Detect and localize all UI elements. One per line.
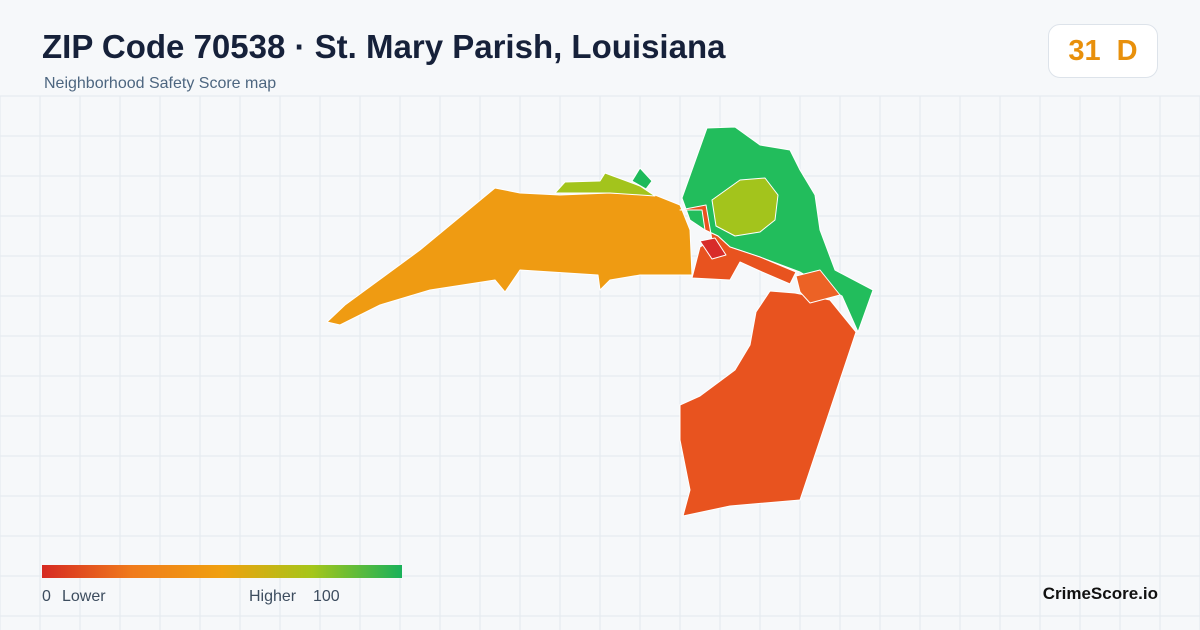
brand: CrimeScore.io (1042, 584, 1158, 603)
score-value: 31 (1068, 34, 1101, 67)
subtitle: Neighborhood Safety Score map (44, 75, 277, 92)
title: ZIP Code 70538 · St. Mary Parish, Louisi… (42, 28, 726, 65)
region (326, 187, 693, 326)
region (699, 237, 727, 260)
region (711, 177, 779, 237)
score-grade: D (1116, 34, 1138, 67)
regions (326, 126, 874, 517)
legend-max-label: Higher (249, 588, 297, 605)
legend-min: 0 (42, 588, 51, 605)
grid (0, 95, 1200, 630)
score-badge: 31 D (1048, 24, 1158, 78)
region (679, 290, 857, 517)
region (554, 172, 656, 197)
region (795, 269, 841, 304)
legend-gradient (42, 565, 402, 578)
legend-max: 100 (313, 588, 340, 605)
legend-min-label: Lower (62, 588, 106, 605)
region (631, 167, 653, 190)
